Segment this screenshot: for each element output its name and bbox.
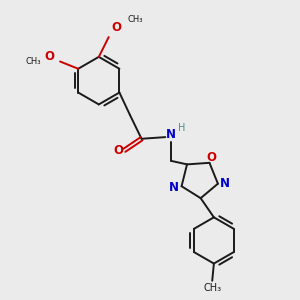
Text: N: N: [220, 177, 230, 190]
Text: CH₃: CH₃: [25, 57, 41, 66]
Text: N: N: [169, 182, 179, 194]
Text: CH₃: CH₃: [203, 283, 221, 293]
Text: O: O: [206, 151, 216, 164]
Text: O: O: [44, 50, 55, 63]
Text: O: O: [114, 144, 124, 157]
Text: N: N: [166, 128, 176, 141]
Text: CH₃: CH₃: [128, 15, 143, 24]
Text: O: O: [111, 21, 121, 34]
Text: H: H: [178, 123, 185, 133]
